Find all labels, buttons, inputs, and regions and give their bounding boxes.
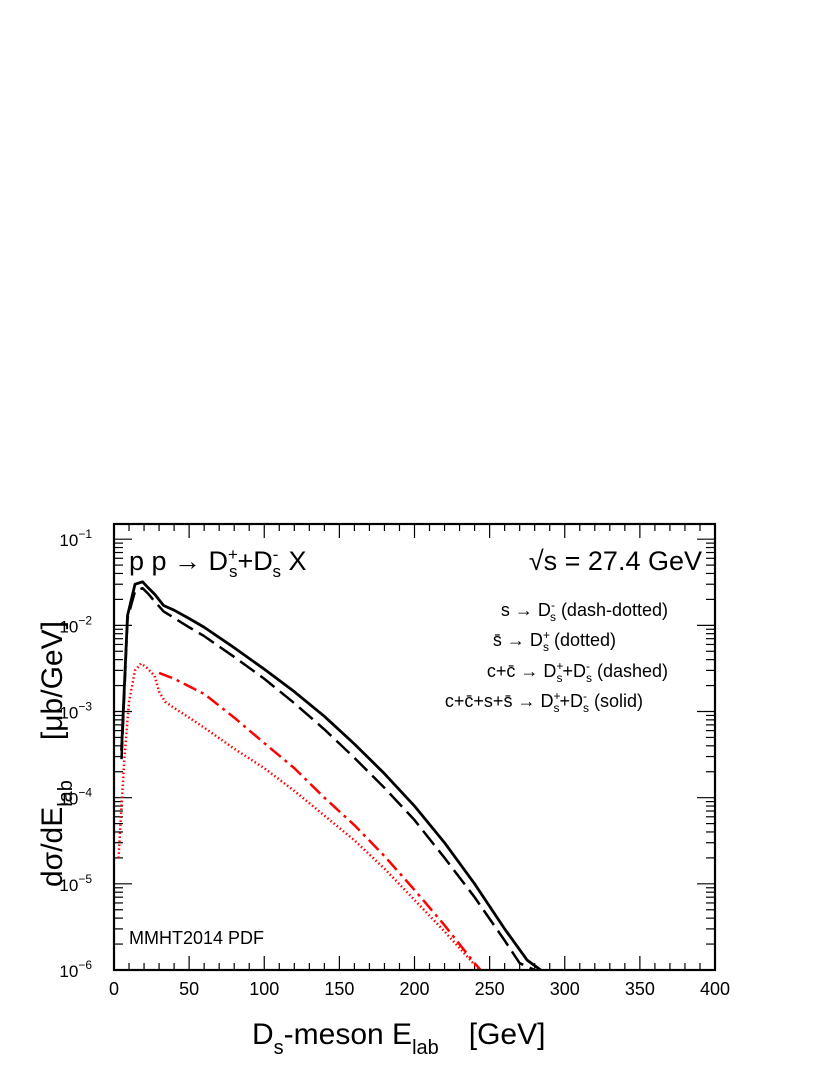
x-tick-label: 50 — [179, 979, 199, 999]
x-tick-label: 400 — [700, 979, 730, 999]
y-tick-label: 10−6 — [59, 958, 92, 981]
series-line-dotted — [117, 662, 482, 971]
x-tick-label: 250 — [475, 979, 505, 999]
chart-title: p p → D+ s+D-s X — [129, 545, 306, 581]
x-tick-label: 0 — [109, 979, 119, 999]
y-tick-label: 10−1 — [59, 527, 92, 550]
x-tick-label: 200 — [399, 979, 429, 999]
y-axis-label: dσ/dElab[μb/GeV] — [36, 621, 77, 887]
plot-frame — [112, 522, 717, 972]
pdf-label: MMHT2014 PDF — [129, 928, 264, 948]
series-line-dashdot — [158, 671, 482, 971]
x-tick-label: 100 — [249, 979, 279, 999]
series-line-solid — [120, 580, 542, 972]
plot-background — [114, 524, 715, 970]
x-tick-labels: 0 50 100 150 200 250 300 350 400 — [109, 979, 730, 999]
x-tick-label: 150 — [324, 979, 354, 999]
series-layer — [117, 580, 542, 972]
y-tick-labels: 10−610−510−410−310−210−1 — [59, 527, 92, 981]
x-tick-label: 350 — [625, 979, 655, 999]
legend-entry-dash-dotted: s → D-s (dash-dotted) — [501, 598, 668, 624]
x-tick-label: 300 — [550, 979, 580, 999]
legend-entry-dashed: c+c̄ → D+ s+D-s (dashed) — [487, 659, 668, 685]
legend-entry-dotted: s̄ → D+ s (dotted) — [493, 628, 616, 654]
x-axis-label: Ds-meson Elab [GeV] — [252, 1018, 545, 1059]
series-line-dashed — [120, 586, 536, 972]
legend: s → D-s (dash-dotted) s̄ → D+ s (dotted) … — [445, 598, 668, 715]
legend-entry-solid: c+c̄+s+s̄ → D+ s+D-s (solid) — [445, 689, 643, 715]
energy-label: √s = 27.4 GeV — [529, 546, 702, 576]
